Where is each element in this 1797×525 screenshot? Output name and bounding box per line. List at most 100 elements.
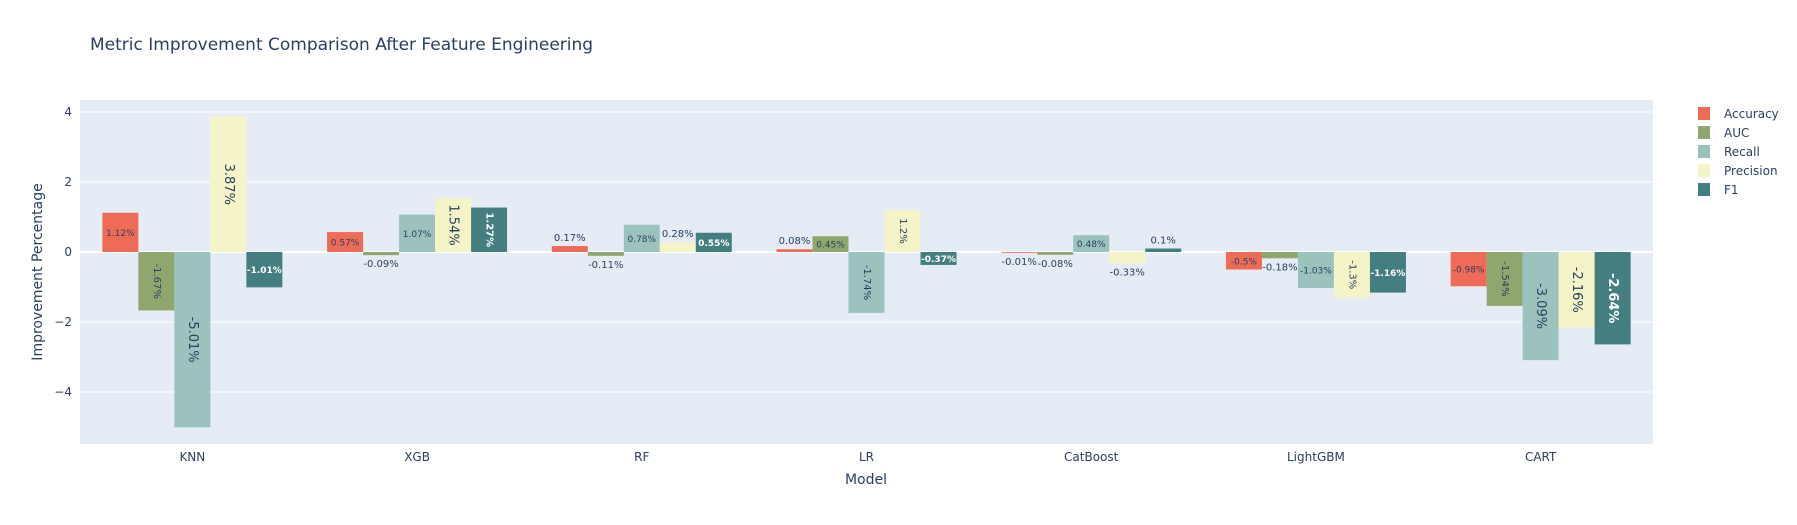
x-tick-label: LightGBM [1287,450,1345,464]
bar-label: 0.08% [779,236,811,247]
bar-label: -0.33% [1110,268,1145,279]
bar [471,207,508,252]
bar [1297,252,1334,289]
bar [551,246,588,252]
bar [138,252,175,311]
bar [174,252,211,428]
y-tick-label: 2 [64,175,72,189]
bar-label: -0.09% [363,259,398,270]
legend-entry[interactable]: Recall [1724,145,1760,159]
bar [920,252,957,265]
bar [1001,252,1038,253]
bar-label: -1.16% [1370,269,1405,279]
bar [1261,252,1298,259]
x-tick-label: RF [634,450,649,464]
bar-label: -1.67% [151,264,162,299]
bar [695,232,732,252]
bar-label: -0.98% [1453,266,1485,276]
bar [1333,252,1370,298]
bar [399,214,436,252]
y-axis-ticks: 4 2 0 −2 −4 [54,105,72,399]
bar [1145,248,1182,252]
bar [246,252,283,288]
bar-label: -1.01% [247,266,282,276]
x-tick-label: LR [859,450,874,464]
bar-label: 1.12% [106,229,135,239]
legend: Accuracy AUC Recall Precision F1 [1698,107,1779,197]
bar [210,116,247,252]
bar-label: -0.01% [1002,257,1037,268]
bar [435,198,472,252]
bar [102,212,139,252]
bar [1522,252,1559,361]
x-tick-label: CatBoost [1064,450,1119,464]
bar-label: 3.87% [221,164,236,205]
y-tick-label: −2 [54,315,72,329]
bar [884,210,921,252]
bar [1225,252,1262,270]
bar-label: -1.54% [1499,261,1510,296]
bar [623,224,660,252]
legend-entry[interactable]: Accuracy [1724,107,1779,121]
bar [1073,235,1110,252]
bars [102,116,1631,428]
y-tick-label: −4 [54,385,72,399]
bar-label: 0.1% [1151,236,1176,247]
bar [327,232,364,252]
bar [1109,252,1146,264]
bar-label: -3.09% [1533,283,1548,329]
bar-label: -5.01% [185,317,200,363]
bar-label: 0.45% [816,241,845,251]
bar [587,252,624,256]
legend-entry[interactable]: AUC [1724,126,1749,140]
legend-entry[interactable]: F1 [1724,183,1739,197]
bar-label: 0.55% [698,239,729,249]
legend-swatch [1698,107,1710,120]
bar [848,252,885,313]
bar-label: 0.17% [554,233,586,244]
bar-label: 1.27% [484,212,495,247]
bar [363,252,400,256]
bar-labels: 1.12% -1.67% -5.01% 3.87% -1.01% 0.57%-0.09% 1… [106,164,1620,363]
bar [1369,252,1406,293]
x-axis-ticks: KNN XGB RF LR CatBoost LightGBM CART [179,450,1557,464]
bar [1486,252,1523,306]
bar-label: -1.03% [1300,267,1332,277]
bar-label: 0.78% [627,235,656,245]
bar-label: -1.3% [1346,260,1357,289]
x-tick-label: KNN [179,450,205,464]
x-tick-label: CART [1525,450,1557,464]
bar-label: 1.54% [446,204,461,245]
bar-label: -0.5% [1231,257,1258,267]
chart-title: Metric Improvement Comparison After Feat… [90,35,593,55]
bar [1037,252,1074,255]
bar-label: -1.74% [861,265,872,300]
x-axis-title: Model [845,472,887,488]
x-tick-label: XGB [404,450,430,464]
bar-label: -2.16% [1569,267,1584,313]
y-tick-label: 0 [64,245,72,259]
legend-swatch [1698,126,1710,139]
legend-swatch [1698,145,1710,158]
bar-label: 1.07% [403,230,432,240]
bar [1594,252,1631,345]
legend-swatch [1698,183,1710,196]
bar [1558,252,1595,328]
bar-label: 0.28% [662,229,694,240]
bar [1450,252,1487,287]
bar [659,242,696,252]
bar-label: -0.18% [1262,262,1297,273]
bar-label: 0.57% [331,239,360,249]
legend-entry[interactable]: Precision [1724,164,1778,178]
bar-label: 1.2% [897,218,908,243]
bar [812,236,849,252]
bar-label: -0.08% [1038,259,1073,270]
bar-label: 0.48% [1077,240,1106,250]
bar-label: -2.64% [1605,273,1620,324]
bar-label: -0.11% [588,260,623,271]
legend-swatch [1698,164,1710,177]
bar [776,249,813,252]
bar-label: -0.37% [921,255,956,265]
y-tick-label: 4 [64,105,72,119]
